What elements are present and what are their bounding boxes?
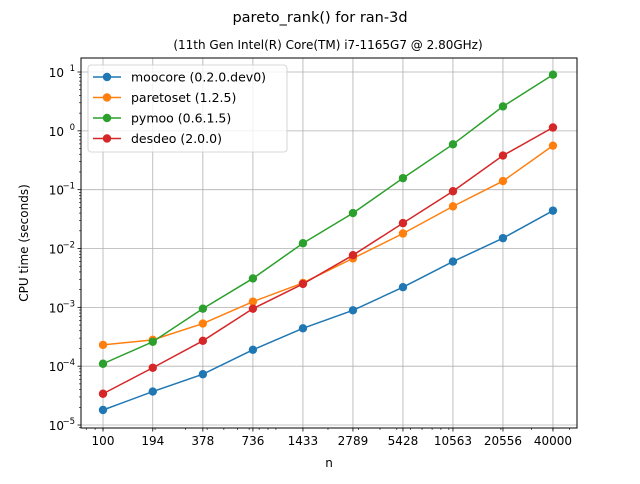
data-point bbox=[148, 363, 157, 372]
data-point bbox=[398, 218, 408, 228]
y-tick-label: 10 bbox=[49, 243, 64, 257]
data-point bbox=[148, 387, 157, 396]
data-point bbox=[248, 304, 258, 313]
x-tick-label: 194 bbox=[141, 434, 164, 448]
y-tick-label: 10 bbox=[49, 125, 64, 139]
grid bbox=[81, 58, 577, 428]
data-point bbox=[498, 151, 508, 160]
data-point bbox=[548, 141, 558, 150]
data-point bbox=[198, 304, 208, 313]
legend-box bbox=[87, 64, 288, 153]
legend-label: desdeo (2.0.0) bbox=[131, 131, 222, 146]
y-tick-label: 10 bbox=[49, 66, 64, 80]
legend-label: moocore (0.2.0.dev0) bbox=[131, 70, 266, 85]
data-point bbox=[98, 405, 108, 415]
data-point bbox=[298, 324, 308, 333]
x-tick-label: 378 bbox=[191, 434, 214, 448]
y-axis-label: CPU time (seconds) bbox=[17, 184, 31, 302]
data-point bbox=[398, 229, 408, 238]
legend-marker bbox=[102, 72, 112, 82]
data-point bbox=[298, 239, 308, 248]
series-line bbox=[102, 145, 554, 346]
y-tick-label: 10 bbox=[49, 360, 64, 374]
y-tick-exponent: −2 bbox=[62, 241, 75, 251]
series-line bbox=[102, 74, 554, 365]
x-axis-label: n bbox=[325, 456, 333, 470]
data-point bbox=[548, 70, 558, 79]
series-2 bbox=[98, 70, 558, 368]
chart-title: pareto_rank() for ran-3d bbox=[232, 10, 407, 26]
legend-label: pymoo (0.6.1.5) bbox=[131, 111, 231, 126]
data-point bbox=[198, 319, 208, 328]
data-point bbox=[298, 279, 308, 289]
y-tick-label: 10 bbox=[49, 419, 64, 433]
data-point bbox=[448, 202, 458, 211]
data-point bbox=[448, 257, 458, 266]
data-point bbox=[98, 359, 108, 368]
legend-marker bbox=[102, 134, 112, 143]
data-point bbox=[98, 389, 108, 398]
data-point bbox=[498, 102, 508, 111]
data-point bbox=[498, 233, 508, 243]
y-tick-exponent: −4 bbox=[62, 358, 75, 368]
data-point bbox=[448, 187, 458, 196]
data-point bbox=[548, 206, 558, 215]
y-tick-label: 10 bbox=[49, 184, 64, 198]
series-line bbox=[102, 126, 554, 395]
data-point bbox=[548, 123, 558, 132]
series-line bbox=[102, 209, 554, 411]
y-tick-exponent: 1 bbox=[70, 64, 75, 74]
x-tick-label: 1433 bbox=[288, 434, 319, 448]
x-tick-label: 10563 bbox=[434, 434, 472, 448]
series-0 bbox=[98, 206, 558, 415]
data-point bbox=[398, 173, 408, 183]
legend-marker bbox=[102, 113, 112, 123]
data-point bbox=[348, 250, 358, 260]
x-tick-label: 5428 bbox=[388, 434, 419, 448]
chart-subtitle: (11th Gen Intel(R) Core(TM) i7-1165G7 @ … bbox=[173, 38, 482, 52]
data-point bbox=[348, 208, 358, 218]
legend: moocore (0.2.0.dev0) paretoset (1.2.5) pym… bbox=[87, 64, 288, 153]
series-3 bbox=[98, 123, 558, 398]
x-tick-label: 736 bbox=[241, 434, 264, 448]
y-tick-label: 10 bbox=[49, 301, 64, 315]
data-point bbox=[448, 140, 458, 149]
data-point bbox=[398, 283, 408, 292]
data-point bbox=[98, 340, 108, 350]
x-tick-label: 2789 bbox=[338, 434, 369, 448]
y-tick-exponent: −5 bbox=[62, 417, 75, 427]
x-tick-label: 20556 bbox=[484, 434, 522, 448]
data-point bbox=[348, 306, 358, 315]
data-point bbox=[248, 345, 258, 354]
x-tick-label: 100 bbox=[92, 434, 115, 448]
series-group bbox=[98, 70, 558, 415]
legend-marker bbox=[102, 93, 112, 102]
data-point bbox=[148, 337, 157, 346]
axes: 100 194 378 736 1433 2789 5428 10563 20556 400001… bbox=[49, 64, 572, 448]
y-tick-exponent: −1 bbox=[62, 182, 75, 192]
data-point bbox=[498, 176, 508, 186]
y-tick-exponent: −3 bbox=[62, 299, 75, 309]
data-point bbox=[198, 336, 208, 346]
legend-label: paretoset (1.2.5) bbox=[131, 90, 236, 105]
data-point bbox=[198, 370, 208, 379]
x-tick-label: 40000 bbox=[534, 434, 572, 448]
plot-frame bbox=[80, 57, 578, 429]
data-point bbox=[248, 297, 258, 306]
data-point bbox=[248, 274, 258, 283]
y-tick-exponent: 0 bbox=[70, 123, 75, 133]
